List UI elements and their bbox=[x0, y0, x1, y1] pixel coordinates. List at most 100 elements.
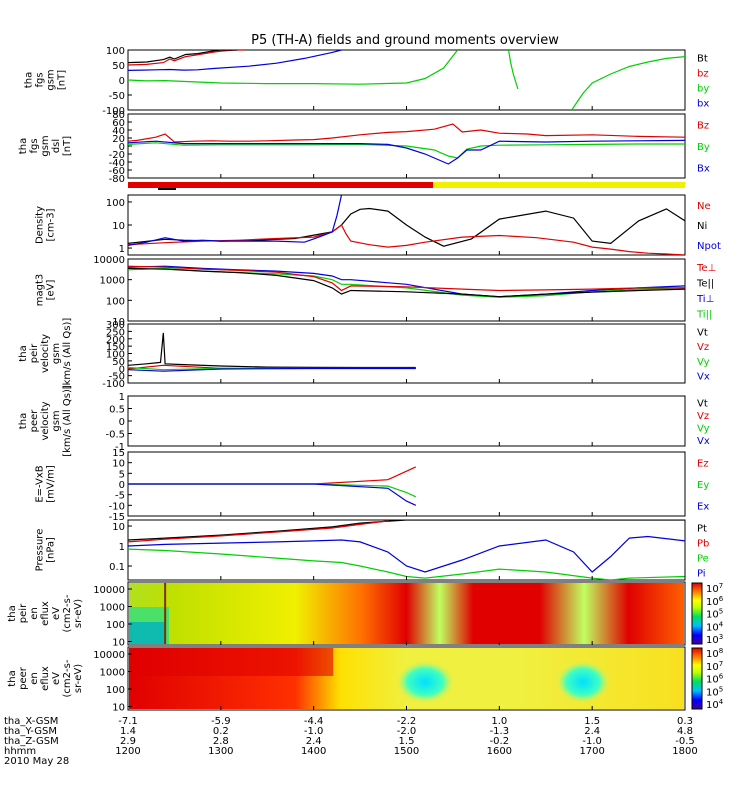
panel-peir-en-eflux-ylabel-line: peir bbox=[18, 603, 29, 623]
axis-value-tha_Z-GSM: 2.4 bbox=[306, 736, 322, 747]
panel-peer-velocity-frame bbox=[127, 395, 686, 447]
axis-value-tha_X-GSM: 0.3 bbox=[677, 716, 693, 727]
panel-efield-legend-2: Ex bbox=[697, 501, 709, 512]
panel-density-ytick-label: 100 bbox=[106, 198, 125, 209]
axis-value-tha_X-GSM: 1.0 bbox=[491, 716, 507, 727]
panel-density-ytick-label: 10 bbox=[112, 221, 125, 232]
panel-peir-en-eflux-colorbar-label: 106 bbox=[706, 595, 724, 608]
panel-peir-velocity-ylabel-line: tha bbox=[18, 345, 29, 361]
panel-density: 100 10 1 bbox=[106, 194, 686, 256]
panel-peer-velocity-ylabel-line: tha bbox=[18, 413, 29, 429]
panel-temperature-series-Te⊥ bbox=[128, 265, 685, 292]
panel-pressure-ytick-label: 0.1 bbox=[109, 562, 125, 573]
axis-value-tha_Z-GSM: 1.5 bbox=[399, 736, 415, 747]
panel-peir-en-eflux-colorbar-label: 103 bbox=[706, 633, 723, 646]
panel-peer-en-eflux-ylabel-line: tha bbox=[7, 670, 18, 686]
axis-value-hhmm: 1700 bbox=[579, 746, 604, 757]
panel-peer-en-eflux-colorbar-label: 104 bbox=[706, 698, 724, 711]
panel-peer-velocity-ytick-label: 0 bbox=[119, 417, 125, 428]
panel-pressure-ytick-label: 10 bbox=[112, 522, 125, 533]
panel-temperature-ytick-label: 1000 bbox=[100, 276, 125, 287]
panel-peer-velocity-ylabel-line: velocity bbox=[40, 401, 51, 440]
panel-peer-en-eflux-ytick-label: 10 bbox=[112, 703, 125, 714]
panel-peir-velocity-ytick-label: 300 bbox=[106, 320, 125, 331]
panel-peer-en-eflux-high-energy-band bbox=[129, 648, 334, 676]
panel-efield-ylabel-line: E=-VxB bbox=[35, 465, 46, 502]
panel-peir-en-eflux-colorbar-label: 104 bbox=[706, 620, 724, 633]
panel-fgs-gsm-dsl-series-Bz bbox=[128, 123, 685, 143]
panel-pressure-series-Pb bbox=[128, 520, 388, 543]
panel-temperature-series-Te|| bbox=[128, 267, 685, 298]
axis-value-hhmm: 1200 bbox=[115, 746, 140, 757]
panel-peir-velocity-legend-1: Vz bbox=[697, 342, 709, 353]
panel-fgs-gsm-dsl-ytick-label: -80 bbox=[109, 174, 125, 185]
panel-peer-en-eflux-colorbar-label: 108 bbox=[706, 647, 723, 660]
panel-fgs-gsm-legend-0: Bt bbox=[697, 54, 708, 65]
panel-peer-en-eflux-ylabel-line: eV bbox=[51, 672, 62, 685]
panel-pressure-ylabel-line: Pressure bbox=[35, 529, 46, 572]
panel-peer-velocity-ylabel: tha peer velocity gsm [km/s (All Qs)] bbox=[18, 385, 73, 457]
panel-density-ylabel-line: [cm-3] bbox=[46, 208, 57, 241]
panel-fgs-gsm-dsl-legend-0: Bz bbox=[697, 121, 709, 132]
panel-fgs-gsm-dsl-ylabel-line: tha bbox=[18, 138, 29, 154]
axis-value-tha_Y-GSM: -2.0 bbox=[397, 726, 417, 737]
panel-peir-en-eflux-ylabel-line: eV bbox=[51, 607, 62, 620]
panel-peir-en-eflux-ylabel-line: (cm2-s- bbox=[62, 594, 73, 632]
panel-temperature-legend-2: Ti⊥ bbox=[696, 294, 714, 305]
panel-peir-en-eflux-ylabel-line: sr-eV) bbox=[73, 599, 84, 628]
panel-density-series-Ne bbox=[128, 224, 685, 255]
panel-peir-en-eflux-cyan-patch bbox=[129, 622, 165, 644]
panel-peir-velocity-frame bbox=[127, 323, 686, 384]
panel-pressure-ylabel: Pressure [nPa] bbox=[35, 529, 57, 572]
panel-fgs-gsm: 100 50 0 -50 -100 bbox=[102, 46, 686, 117]
panel-efield-ytick-label: -5 bbox=[115, 491, 125, 502]
axis-value-hhmm: 1400 bbox=[301, 746, 326, 757]
panel-peer-en-eflux-ylabel-line: sr-eV) bbox=[73, 664, 84, 693]
panel-efield-series-Ez bbox=[128, 466, 417, 485]
panel-fgs-gsm-ylabel-line: fgs bbox=[35, 72, 46, 87]
axis-row-label-tha_Z-GSM: tha_Z-GSM bbox=[4, 736, 59, 747]
panel-peer-en-eflux-colorbar-exp: 4 bbox=[719, 698, 724, 706]
panel-peer-en-eflux-ylabel: tha peer en eflux eV (cm2-s-sr-eV) bbox=[7, 659, 84, 697]
panel-temperature: 10000 1000 100 10 bbox=[93, 255, 686, 328]
panel-peir-velocity-ylabel-line: [km/s (All Qs)] bbox=[62, 318, 73, 390]
panel-fgs-gsm-dsl-ytick-label: 60 bbox=[112, 118, 125, 129]
panel-density-legend-1: Ni bbox=[697, 221, 707, 232]
plot-title: P5 (TH-A) fields and ground moments over… bbox=[251, 33, 559, 48]
panel-temperature-series-Ti⊥ bbox=[128, 265, 685, 298]
axis-value-hhmm: 1300 bbox=[208, 746, 233, 757]
panel-density-legend-2: Npot bbox=[697, 241, 721, 252]
panel-fgs-gsm-series-Bt bbox=[128, 50, 238, 64]
panel-temperature-legend-3: Ti|| bbox=[696, 309, 712, 320]
panel-fgs-gsm-ylabel-line: gsm bbox=[46, 69, 57, 90]
panel-density-ytick-label: 1 bbox=[119, 244, 125, 255]
panel-pressure-legend-2: Pe bbox=[697, 554, 709, 565]
axis-value-tha_Z-GSM: -0.2 bbox=[490, 736, 510, 747]
axis-row-label-tha_X-GSM: tha_X-GSM bbox=[4, 716, 58, 727]
panel-fgs-gsm-ylabel-line: [nT] bbox=[57, 70, 68, 90]
panel-efield-ylabel: E=-VxB [mV/m] bbox=[35, 465, 57, 503]
panel-peir-en-eflux-ytick-label: 100 bbox=[106, 620, 125, 631]
panel-peir-velocity-ylabel-line: gsm bbox=[51, 343, 62, 364]
panel-peer-en-eflux-ytick-label: 1000 bbox=[100, 668, 125, 679]
panel-density-ylabel-line: Density bbox=[35, 206, 46, 244]
panel-peer-velocity-legend-1: Vz bbox=[697, 411, 709, 422]
panel-efield-ytick-label: 5 bbox=[119, 469, 125, 480]
axis-value-tha_X-GSM: -4.4 bbox=[304, 716, 324, 727]
panel-peir-en-eflux-colorbar-label: 107 bbox=[706, 582, 723, 595]
axis-value-tha_Z-GSM: -1.0 bbox=[582, 736, 602, 747]
panel-peir-velocity-legend-3: Vx bbox=[697, 372, 710, 383]
axis-value-tha_Z-GSM: 2.9 bbox=[120, 736, 136, 747]
panel-peer-en-eflux-ylabel-line: en bbox=[29, 672, 40, 685]
panel-peir-velocity-ytick-label: -50 bbox=[109, 372, 125, 383]
panel-density-series-Ni bbox=[128, 207, 685, 247]
axis-value-tha_Y-GSM: -1.3 bbox=[490, 726, 510, 737]
axis-value-tha_X-GSM: 1.5 bbox=[584, 716, 600, 727]
panel-peer-velocity-ytick-label: -0.5 bbox=[105, 430, 125, 441]
panel-peer-en-eflux-ytick-label: 100 bbox=[106, 685, 125, 696]
panel-peer-en-eflux-colorbar bbox=[691, 647, 703, 710]
axis-value-tha_Y-GSM: 2.4 bbox=[584, 726, 600, 737]
